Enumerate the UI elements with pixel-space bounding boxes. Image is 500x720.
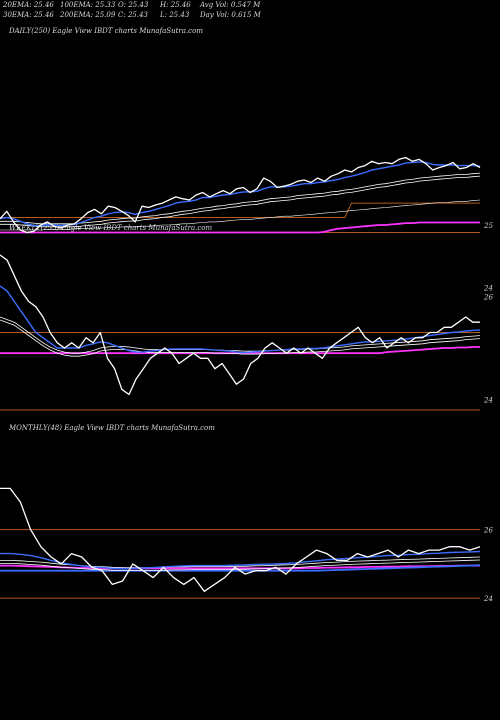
daily-chart: 25 24 [0, 156, 493, 293]
monthly-series-ema-magenta-0 [0, 564, 480, 570]
ema200-readout: 200EMA: 25.09 [60, 11, 116, 19]
weekly-series-ema-slow-1 [0, 316, 481, 354]
weekly-y-tick-0: 26 [483, 293, 493, 301]
day-vol-readout: Day Vol: 0.615 M [200, 11, 261, 19]
daily-level-level-0 [0, 202, 480, 218]
monthly-panel-title: MONTHLY(48) Eagle View IBDT charts Munaf… [9, 424, 215, 432]
daily-y-tick-0: 25 [483, 222, 493, 230]
weekly-panel-title: WEEKLY(253) Eagle View IBDT charts Munaf… [9, 224, 213, 232]
monthly-y-tick-1: 24 [483, 595, 493, 603]
daily-series-ema-slow-1 [0, 172, 481, 225]
monthly-y-tick-0: 26 [483, 527, 493, 535]
daily-series-ema-trend-0 [0, 199, 481, 231]
daily-level-ema-magenta-2 [0, 221, 480, 234]
ema30-readout: 30EMA: 25.46 [3, 11, 54, 19]
monthly-chart: 26 24 [0, 487, 493, 603]
weekly-series-price-3 [0, 254, 480, 396]
monthly-series-ema-slow-2-band [0, 559, 481, 571]
ema100-readout: 100EMA: 25.33 [60, 1, 116, 9]
high-readout: H: 25.46 [160, 1, 191, 9]
weekly-series-ema-fast-2 [0, 285, 481, 354]
daily-series-ema-fast-2 [0, 161, 481, 227]
daily-series-price-3 [0, 156, 481, 234]
low-readout: L: 25.43 [160, 11, 190, 19]
daily-y-tick-1: 24 [483, 285, 493, 293]
weekly-y-tick-1: 24 [483, 397, 493, 405]
avg-vol-readout: Avg Vol: 0.547 M [200, 1, 261, 9]
monthly-series-price-4 [0, 487, 481, 592]
ema20-readout: 20EMA: 25.46 [3, 1, 54, 9]
close-readout: C: 25.43 [118, 11, 148, 19]
daily-panel-title: DAILY(250) Eagle View IBDT charts Munafa… [9, 27, 203, 35]
weekly-series-ema-slow-1-band [0, 319, 481, 357]
open-readout: O: 25.43 [118, 1, 149, 9]
daily-series-ema-slow-1-band [0, 175, 481, 228]
